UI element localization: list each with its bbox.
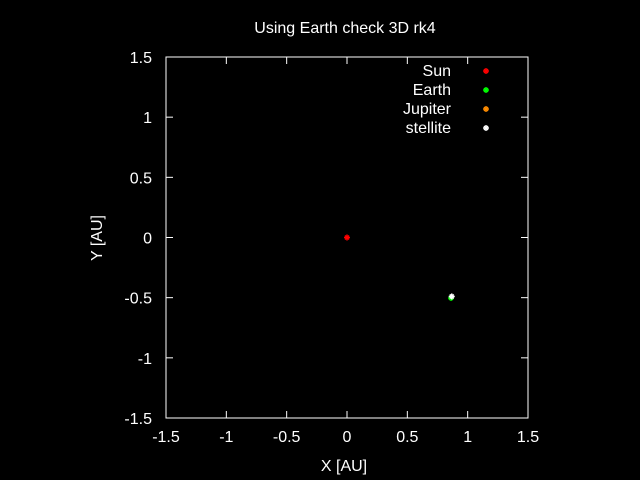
x-tick-label: 0.5 [396, 429, 418, 446]
y-tick-label: 1 [143, 110, 152, 127]
y-tick-label: 1.5 [130, 50, 152, 67]
y-axis-label: Y [AU] [89, 215, 106, 261]
legend: Sun Earth Jupiter stellite [403, 63, 489, 137]
legend-marker-sun [483, 68, 489, 74]
point-stellite [448, 293, 455, 300]
x-axis-label: X [AU] [321, 458, 367, 475]
x-tick-label: -1 [219, 429, 233, 446]
x-axis-ticks: -1.5 -1 -0.5 0 0.5 1 1.5 [152, 57, 539, 446]
chart-title: Using Earth check 3D rk4 [254, 20, 436, 37]
y-tick-label: -0.5 [124, 291, 152, 308]
legend-label: stellite [406, 120, 451, 137]
legend-label: Earth [413, 82, 451, 99]
x-tick-label: 1 [463, 429, 472, 446]
legend-label: Jupiter [403, 101, 452, 118]
x-tick-label: 1.5 [517, 429, 539, 446]
y-tick-label: 0 [143, 231, 152, 248]
legend-marker-earth [483, 87, 489, 93]
x-tick-label: -1.5 [152, 429, 180, 446]
point-sun [344, 234, 350, 241]
legend-label: Sun [423, 63, 451, 80]
y-axis-ticks: -1.5 -1 -0.5 0 0.5 1 1.5 [124, 50, 528, 428]
x-tick-label: 0 [343, 429, 352, 446]
y-tick-label: -1 [138, 351, 152, 368]
data-points [344, 234, 455, 302]
x-tick-label: -0.5 [273, 429, 301, 446]
y-tick-label: 0.5 [130, 170, 152, 187]
y-tick-label: -1.5 [124, 411, 152, 428]
legend-marker-jupiter [483, 106, 489, 112]
legend-marker-stellite [483, 125, 489, 131]
